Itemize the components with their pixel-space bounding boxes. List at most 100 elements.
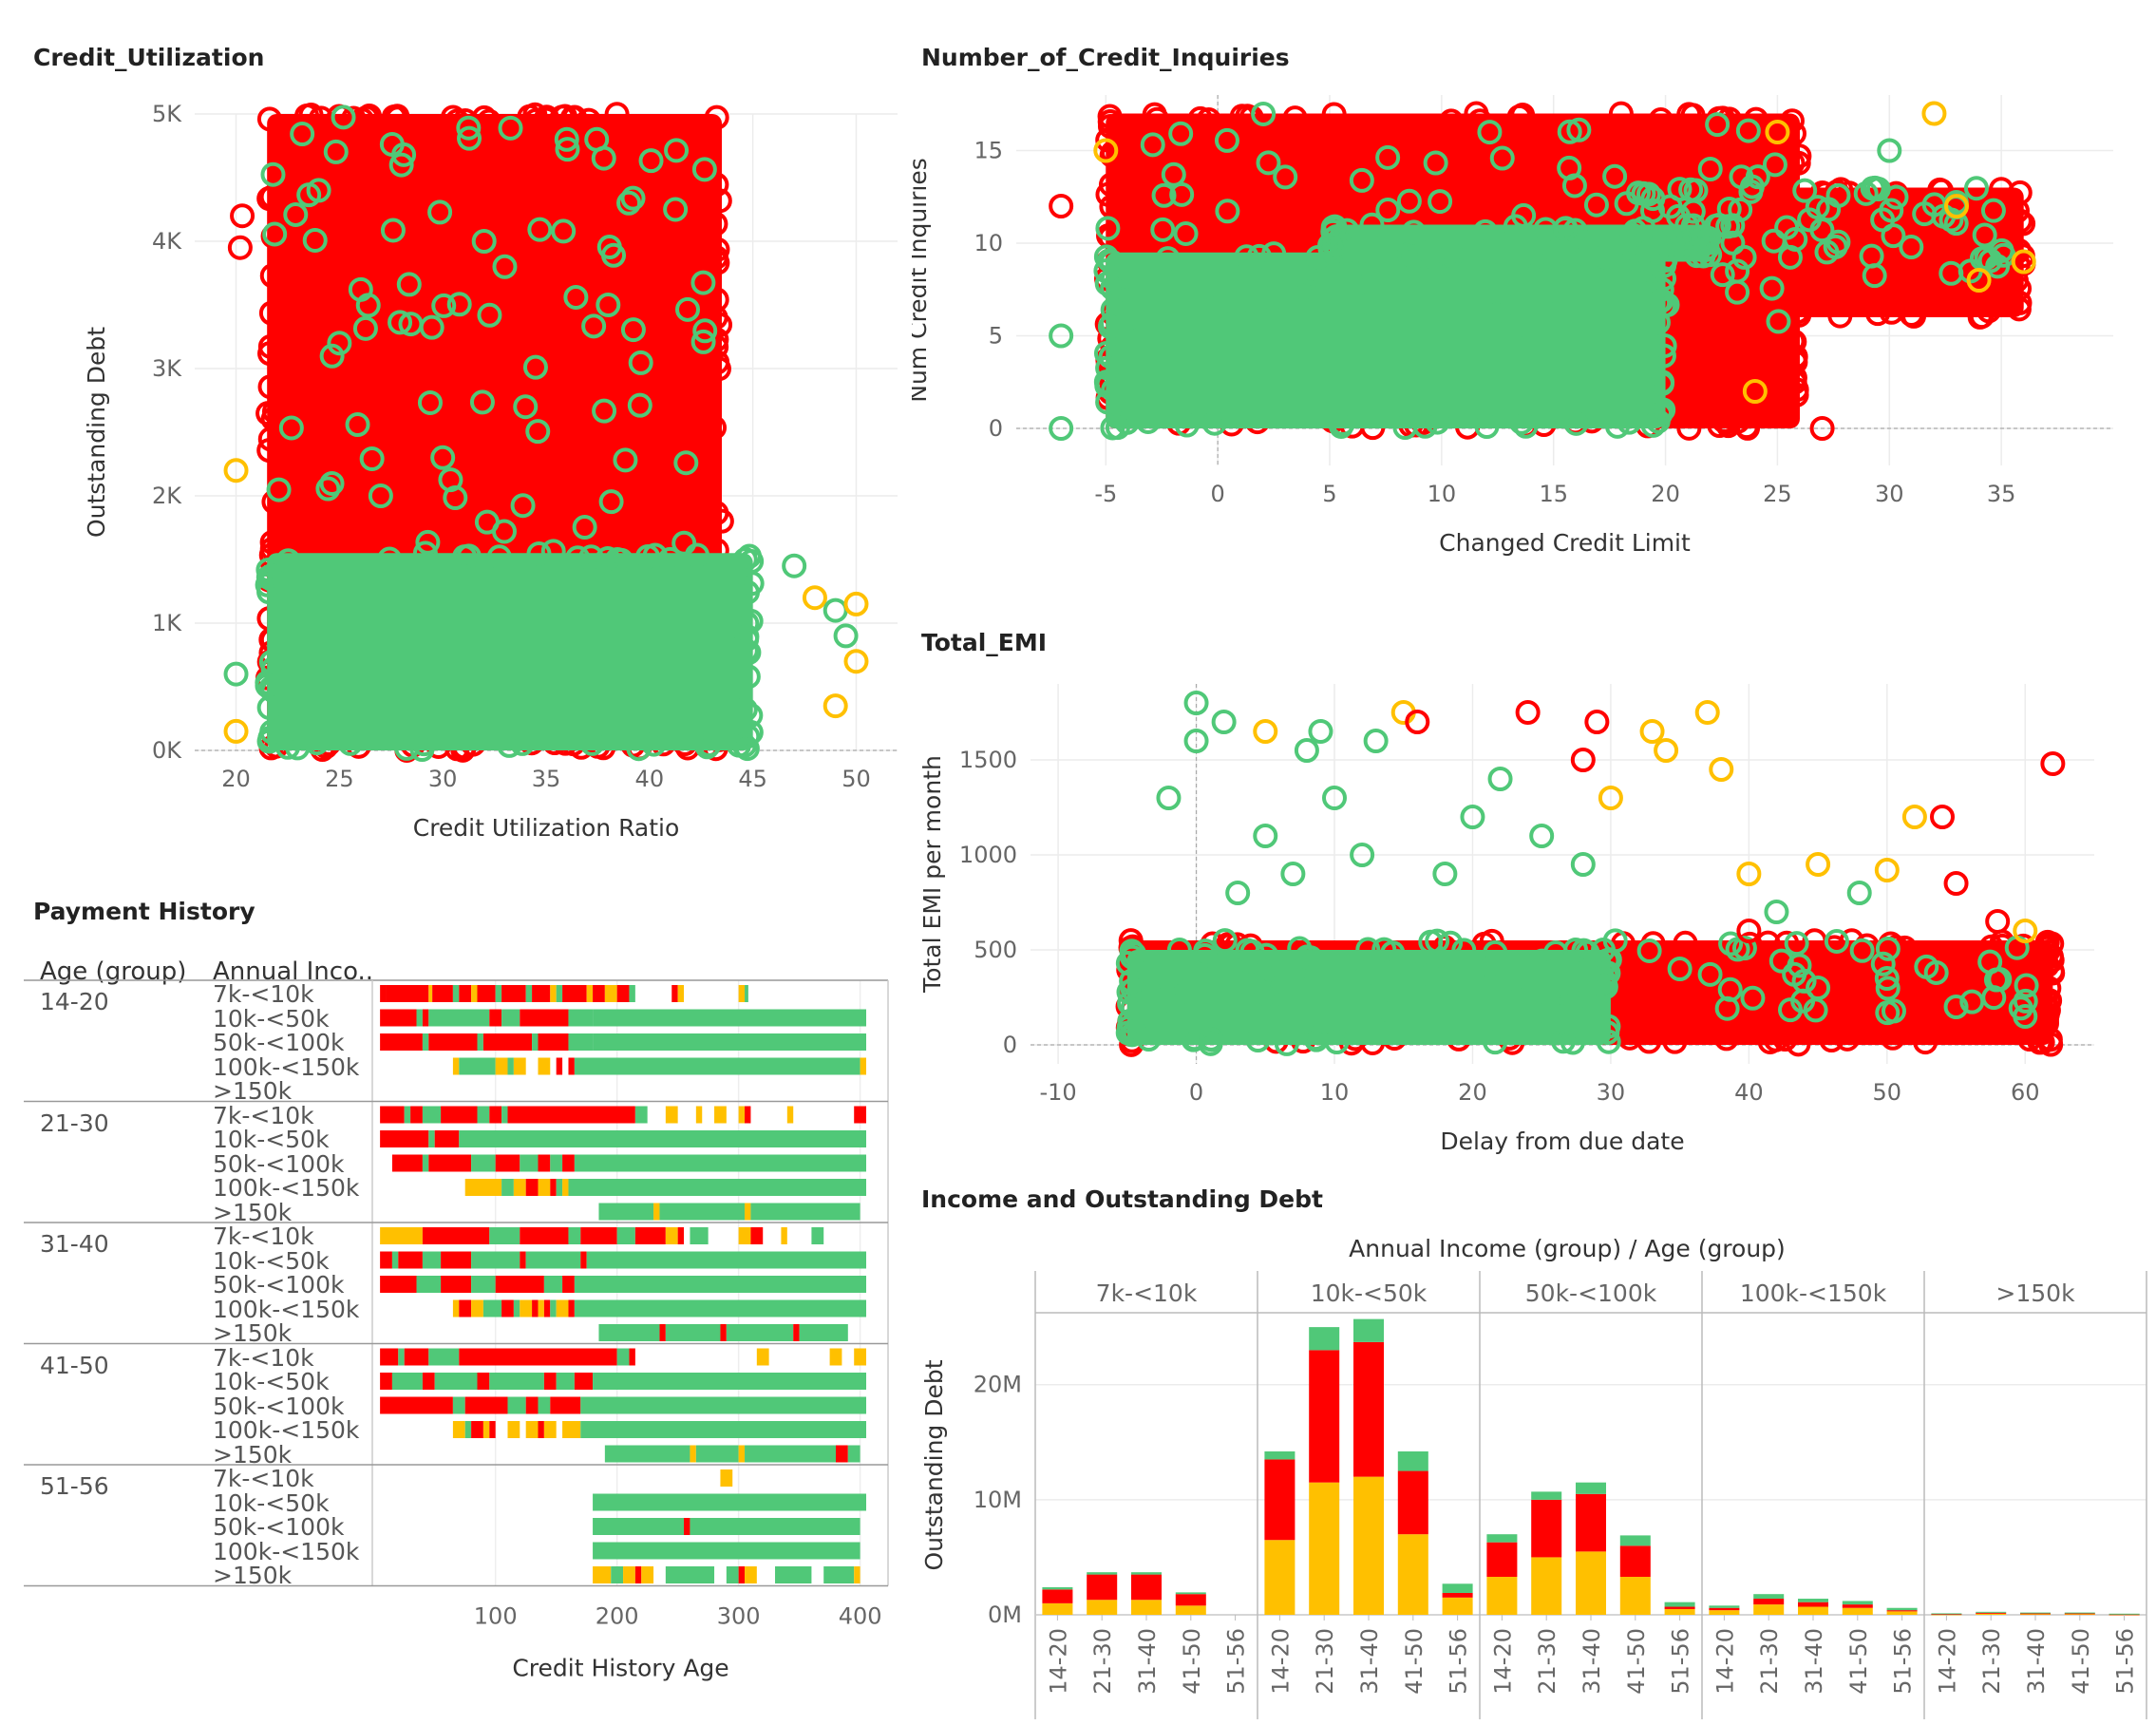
bar-segment-good [1131, 1572, 1162, 1575]
history-segment [781, 1227, 787, 1244]
history-segment [520, 1251, 526, 1269]
scatter-point [1245, 1028, 1271, 1053]
age-tick-label: 14-20 [1934, 1628, 1960, 1695]
history-segment [634, 1227, 666, 1244]
bar-segment-good [1931, 1613, 1962, 1615]
dense-region-good [255, 540, 765, 763]
history-segment [593, 1009, 866, 1027]
scatter-point [1617, 409, 1642, 435]
y-tick-label: 0K [152, 737, 182, 764]
scatter-point [1901, 303, 1927, 329]
scatter-point [1766, 309, 1791, 334]
scatter-point [554, 126, 579, 152]
bar-segment-poor [2020, 1613, 2051, 1615]
y-tick-label: 5 [989, 323, 1003, 350]
history-segment [574, 1154, 866, 1172]
scatter-point [262, 221, 288, 247]
age-tick-label: 21-30 [1756, 1628, 1783, 1695]
scatter-point [331, 104, 356, 130]
scatter-point [2007, 208, 2033, 234]
scatter-point [1853, 180, 1879, 206]
scatter-point [1397, 259, 1423, 285]
scatter-point [1049, 416, 1074, 441]
scatter-point [2013, 1004, 2038, 1029]
scatter-point [1595, 1020, 1620, 1046]
scatter-point [259, 263, 285, 289]
income-group-label: >150k [213, 1440, 293, 1469]
scatter-point [457, 125, 482, 151]
history-segment [471, 985, 478, 1002]
scatter-point [642, 542, 668, 568]
scatter-point [1352, 274, 1378, 299]
scatter-point [1173, 220, 1199, 246]
history-segment [416, 1276, 442, 1293]
income-group-header: 10k-<50k [1311, 1280, 1428, 1307]
scatter-point [1541, 245, 1567, 271]
scatter-point [1375, 144, 1401, 170]
scatter-point [1329, 413, 1354, 439]
history-segment [477, 1033, 483, 1051]
scatter-point [259, 567, 285, 593]
scatter-point [735, 664, 761, 690]
scatter-point [1407, 961, 1432, 987]
scatter-point [1768, 948, 1794, 974]
scatter-point [1401, 219, 1427, 245]
scatter-point [223, 458, 249, 483]
scatter-point [438, 467, 463, 493]
scatter-point [431, 293, 457, 318]
scatter-point [1733, 414, 1759, 440]
x-tick-label: 40 [1734, 1079, 1764, 1106]
scatter-point [1824, 928, 1849, 954]
scatter-point [1504, 983, 1530, 1009]
scatter-point [1683, 178, 1709, 203]
scatter-point [1196, 106, 1221, 132]
bar-segment-poor [1531, 1499, 1562, 1558]
history-segment [714, 1106, 727, 1124]
bar-segment-good [1531, 1491, 1562, 1500]
scatter-point [2006, 237, 2032, 263]
scatter-point [469, 389, 495, 415]
history-segment [501, 1106, 508, 1124]
scatter-point [1480, 955, 1505, 980]
scatter-point [456, 115, 482, 141]
history-segment [574, 1276, 866, 1293]
age-tick-label: 41-50 [1623, 1628, 1650, 1695]
scatter-point [1966, 268, 1992, 293]
scatter-point [782, 553, 807, 578]
scatter-point [1849, 938, 1875, 963]
scatter-point [1412, 413, 1438, 439]
bar-segment-poor [1264, 1459, 1295, 1541]
history-segment [550, 985, 557, 1002]
scatter-point [522, 354, 548, 380]
bar-segment-standard [1175, 1605, 1206, 1615]
scatter-point [1215, 199, 1240, 224]
history-segment [726, 1566, 739, 1583]
bar-segment-poor [1087, 1574, 1118, 1601]
scatter-point [388, 310, 413, 335]
scatter-point [377, 546, 403, 572]
bar-segment-good [1397, 1450, 1428, 1471]
scatter-point [1652, 332, 1677, 358]
x-tick-label: 45 [738, 766, 767, 792]
history-segment [574, 1373, 594, 1390]
scatter-point [290, 122, 315, 147]
history-segment [482, 1421, 490, 1438]
scatter-point [1201, 410, 1227, 436]
scatter-point [1504, 313, 1529, 338]
scatter-point [1755, 930, 1781, 956]
scatter-point [1560, 1030, 1585, 1055]
x-tick-label: 25 [325, 766, 354, 792]
bar-segment-good [1442, 1583, 1473, 1593]
scatter-point [604, 102, 630, 127]
history-segment [428, 1348, 460, 1366]
bar-segment-standard [1042, 1602, 1073, 1615]
y-tick-label: 3K [152, 355, 182, 382]
history-segment [745, 1203, 751, 1221]
scatter-point [1742, 379, 1768, 404]
scatter-point [1969, 304, 1995, 330]
scatter-point [690, 329, 716, 354]
scatter-point [1322, 786, 1347, 810]
scatter-point [2007, 275, 2033, 301]
scatter-point [1483, 1030, 1508, 1055]
history-segment [391, 1373, 423, 1390]
